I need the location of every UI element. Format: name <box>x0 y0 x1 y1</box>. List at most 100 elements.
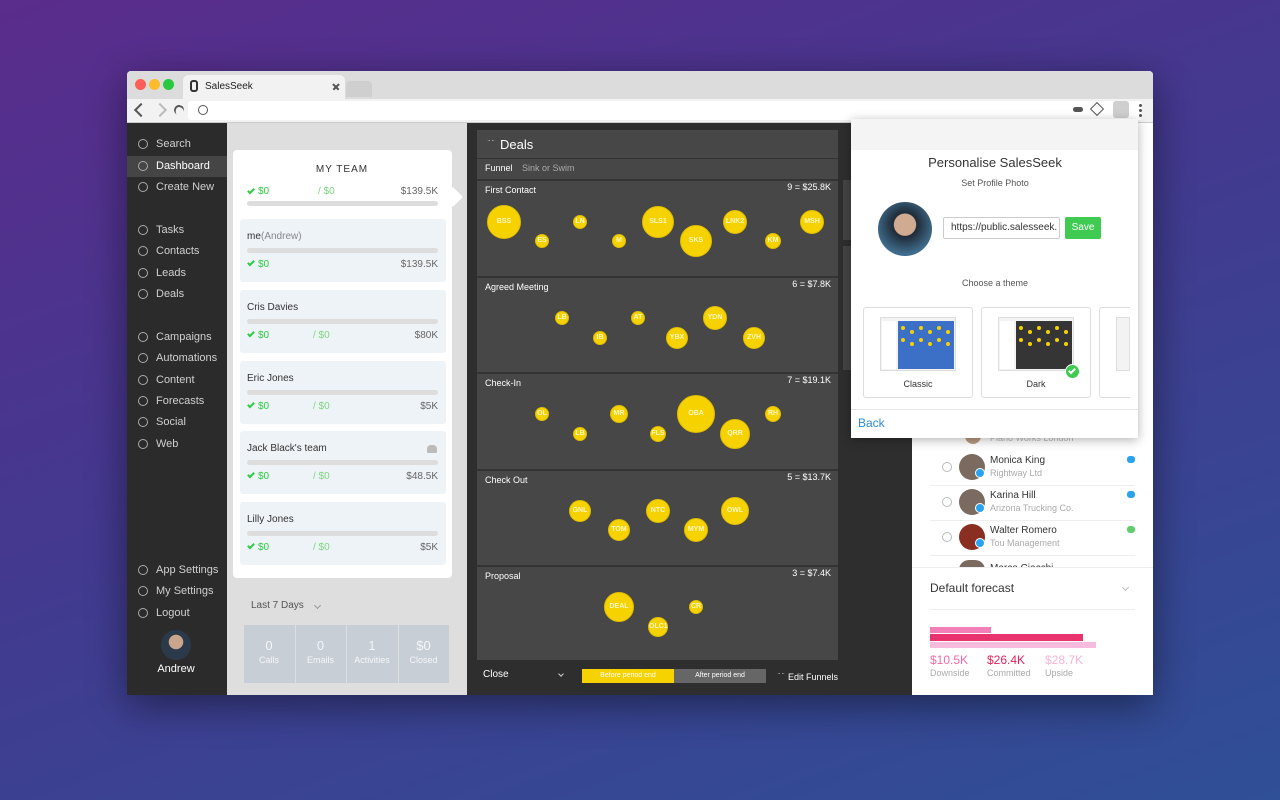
deal-bubble[interactable]: OWL <box>721 497 749 525</box>
deal-bubble[interactable]: QRR <box>720 419 750 449</box>
deal-bubble[interactable]: LNK2 <box>723 210 747 234</box>
deal-bubble[interactable]: BSS <box>487 205 521 239</box>
sidebar-item[interactable]: Leads <box>156 267 186 279</box>
sidebar-item[interactable]: Web <box>156 438 179 450</box>
member-name: Cris Davies <box>247 302 299 313</box>
deal-bubble[interactable]: YBX <box>666 327 688 349</box>
window-control[interactable] <box>149 79 160 90</box>
sidebar-icon <box>138 353 148 363</box>
deal-label: CR <box>690 603 702 610</box>
won-amount: $0 <box>258 330 270 341</box>
deal-label: KM <box>767 237 779 244</box>
funnel-name[interactable]: Sink or Swim <box>522 163 575 173</box>
sidebar-item[interactable]: Create New <box>156 181 215 193</box>
deal-bubble[interactable]: AT <box>631 311 645 325</box>
stage-divider <box>477 179 838 181</box>
sidebar-item[interactable]: App Settings <box>156 564 219 576</box>
deal-bubble[interactable]: SKS <box>680 225 712 257</box>
progress-bar <box>247 460 438 465</box>
url-input[interactable] <box>943 217 1060 239</box>
sidebar-item[interactable]: Automations <box>156 352 218 364</box>
window-control[interactable] <box>135 79 146 90</box>
profile-photo[interactable] <box>878 202 932 256</box>
deal-bubble[interactable]: M <box>612 234 626 248</box>
sidebar-item[interactable]: Content <box>156 374 195 386</box>
deal-bubble[interactable]: MYM <box>684 518 708 542</box>
stage-divider <box>477 372 838 374</box>
deal-bubble[interactable]: ZVH <box>743 327 765 349</box>
sidebar-item[interactable]: Campaigns <box>156 331 212 343</box>
deal-bubble[interactable]: OBA <box>677 395 715 433</box>
thumb-dot <box>928 330 932 334</box>
deal-bubble[interactable]: LB <box>573 427 587 441</box>
deal-bubble[interactable]: LN <box>573 215 587 229</box>
contact-name[interactable]: Karina Hill <box>990 490 1036 501</box>
social-icon <box>1127 491 1135 498</box>
deal-bubble[interactable]: OLC1 <box>648 617 668 637</box>
deal-bubble[interactable]: YDN <box>703 306 727 330</box>
row-divider <box>930 520 1135 521</box>
member-note: (Andrew) <box>261 231 302 242</box>
deal-label: MSH <box>804 218 820 225</box>
deal-bubble[interactable]: ES <box>535 234 549 248</box>
sidebar-item[interactable]: Deals <box>156 288 185 300</box>
deal-bubble[interactable]: KM <box>765 233 781 249</box>
before-toggle[interactable] <box>582 669 674 683</box>
save-button[interactable] <box>1065 217 1101 239</box>
back-link[interactable]: Back <box>858 416 885 430</box>
deal-bubble[interactable]: CR <box>689 600 703 614</box>
deal-bubble[interactable]: GNL <box>569 500 591 522</box>
deal-bubble[interactable]: DEAL <box>604 592 634 622</box>
deal-label: SLS1 <box>649 218 667 225</box>
sidebar-item[interactable]: Forecasts <box>156 395 205 407</box>
after-toggle[interactable] <box>674 669 766 683</box>
sidebar-item[interactable]: Dashboard <box>156 160 210 172</box>
edit-funnels[interactable]: Edit Funnels <box>788 672 839 682</box>
thumb-dot <box>946 342 950 346</box>
lost-amount: / $0 <box>318 186 335 197</box>
divider <box>477 158 838 159</box>
url-field[interactable] <box>188 101 1142 120</box>
select-circle[interactable] <box>942 462 952 472</box>
forecast-label: Committed <box>987 668 1031 678</box>
thumb-dot <box>1046 342 1050 346</box>
sidebar-item[interactable]: Social <box>156 416 186 428</box>
contact-name[interactable]: Monica King <box>990 455 1046 466</box>
select-circle[interactable] <box>942 532 952 542</box>
sidebar-icon <box>138 396 148 406</box>
contact-name[interactable]: Walter Romero <box>990 525 1057 536</box>
deal-bubble[interactable]: SLS1 <box>642 206 674 238</box>
deal-bubble[interactable]: RH <box>765 406 781 422</box>
window-control[interactable] <box>163 79 174 90</box>
deal-bubble[interactable]: LB <box>555 311 569 325</box>
period-select[interactable]: Last 7 Days <box>251 600 304 611</box>
forecast-title[interactable]: Default forecast <box>930 581 1015 595</box>
sidebar-item[interactable]: My Settings <box>156 585 214 597</box>
popup-title: Personalise SalesSeek <box>928 155 1062 170</box>
sidebar-item[interactable]: Logout <box>156 607 190 619</box>
deal-bubble[interactable]: FLS <box>650 426 666 442</box>
sidebar-item[interactable]: Search <box>156 138 191 150</box>
deal-bubble[interactable]: TOM <box>608 519 630 541</box>
thumb-dot <box>910 342 914 346</box>
sidebar-icon <box>138 225 148 235</box>
contact-company: Rightway Ltd <box>990 468 1043 478</box>
deal-bubble[interactable]: NTC <box>646 499 670 523</box>
deal-bubble[interactable]: IB <box>593 331 607 345</box>
user-avatar[interactable] <box>161 630 191 660</box>
thumb-dot <box>1019 338 1023 342</box>
twitter-badge <box>975 503 985 513</box>
sidebar-item[interactable]: Contacts <box>156 245 200 257</box>
close-select[interactable]: Close <box>483 669 509 680</box>
deal-bubble[interactable]: MSH <box>800 210 824 234</box>
stage-summary: 5 = $13.7K <box>787 472 831 482</box>
sidebar-icon <box>138 608 148 618</box>
sidebar-item[interactable]: Tasks <box>156 224 185 236</box>
extension-button[interactable] <box>1113 101 1129 118</box>
browser-tab[interactable] <box>183 75 345 99</box>
deal-bubble[interactable]: OL <box>535 407 549 421</box>
select-circle[interactable] <box>942 497 952 507</box>
won-amount: $0 <box>258 542 270 553</box>
deal-bubble[interactable]: MR <box>610 405 628 423</box>
new-tab[interactable] <box>346 81 372 97</box>
